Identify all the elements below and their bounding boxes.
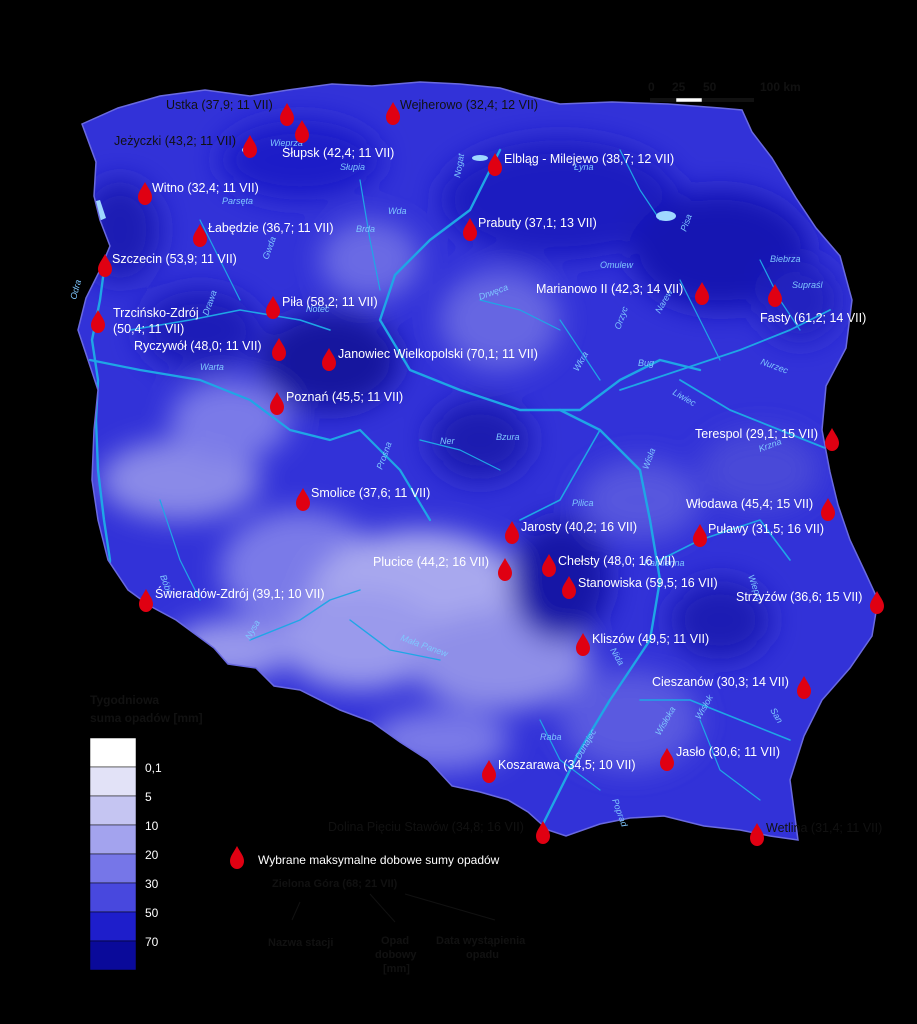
legend-swatch: [89, 911, 137, 942]
country-border: [77, 81, 879, 841]
station-label: Poznań (45,5; 11 VII): [286, 390, 403, 404]
station-label: (50,4; 11 VII): [113, 322, 184, 336]
station-label: Jeżyczki (43,2; 11 VII): [114, 134, 236, 148]
scale-label-50: 50: [703, 80, 717, 94]
legend-labels: 0,1 5 10 20 30 50 70: [145, 761, 162, 949]
station-label: Prabuty (37,1; 13 VII): [478, 216, 597, 230]
station-label: Dolina Pięciu Stawów (34,8; 16 VII): [328, 820, 524, 834]
station-label: Kliszów (49,5; 11 VII): [592, 632, 709, 646]
legend-example: Zielona Góra (68; 21 VII): [272, 878, 398, 890]
legend-title: suma opadów [mm]: [90, 711, 203, 725]
annotation-precip: [mm]: [383, 963, 410, 975]
precipitation-field: [80, 120, 840, 770]
legend-class-label: 10: [145, 819, 159, 833]
river-label: Parsęta: [222, 196, 253, 206]
station-label: Elbląg - Milejewo (38,7; 12 VII): [504, 152, 674, 166]
legend-swatches: [89, 737, 137, 971]
legend-swatch: [89, 940, 137, 971]
legend-swatch: [89, 853, 137, 884]
scale-segment: [650, 98, 676, 102]
legend-class-label: 5: [145, 790, 152, 804]
legend-title: Tygodniowa: [90, 693, 159, 707]
scale-label-25: 25: [672, 80, 686, 94]
river-label: Raba: [540, 732, 562, 742]
legend-swatch: [89, 795, 137, 826]
legend-class-label: 50: [145, 906, 159, 920]
station-label: Słupsk (42,4; 11 VII): [282, 146, 394, 160]
river-label: Wieprza: [270, 138, 303, 148]
station-label: Terespol (29,1; 15 VII): [695, 427, 818, 441]
station-label: Wejherowo (32,4; 12 VII): [400, 98, 538, 112]
river-label: Bug: [638, 358, 654, 368]
river-label: Bzura: [496, 432, 520, 442]
station-label: Plucice (44,2; 16 VII): [373, 555, 489, 569]
river-label: Ner: [440, 436, 456, 446]
legend-class-label: 20: [145, 848, 159, 862]
river-label: Pilica: [572, 498, 594, 508]
legend-class-label: 30: [145, 877, 159, 891]
station-label: Koszarawa (34,5; 10 VII): [498, 758, 636, 772]
river-label: Noteć: [306, 304, 330, 314]
annotation-date: opadu: [466, 949, 499, 961]
river-label: Nogat: [452, 152, 466, 178]
station-label: Witno (32,4; 11 VII): [152, 181, 259, 195]
station-label: Chełsty (48,0; 16 VII): [558, 554, 675, 568]
station-label: Jarosty (40,2; 16 VII): [521, 520, 637, 534]
annotation-date: Data wystąpienia: [436, 935, 526, 947]
scale-label-0: 0: [648, 80, 655, 94]
station-label: Ustka (37,9; 11 VII): [166, 98, 273, 112]
station-label: Cieszanów (30,3; 14 VII): [652, 675, 789, 689]
station-label: Szczecin (53,9; 11 VII): [112, 252, 237, 266]
legend-class-label: 0,1: [145, 761, 162, 775]
river-label: Warta: [200, 362, 224, 372]
station-label: Puławy (31,5; 16 VII): [708, 522, 824, 536]
scale-bar: 0 25 50 100 km: [648, 80, 801, 103]
station-label: Trzcińsko-Zdrój: [113, 306, 199, 320]
station-label: Strzyżów (36,6; 15 VII): [736, 590, 862, 604]
legend-marker-text: Wybrane maksymalne dobowe sumy opadów: [258, 853, 500, 867]
legend: Tygodniowa suma opadów [mm] 0,1 5 10 20 30 50…: [89, 693, 526, 975]
station-label: Jasło (30,6; 11 VII): [676, 745, 780, 759]
river-network: [88, 148, 846, 832]
station-label: Stanowiska (59,5; 16 VII): [578, 576, 718, 590]
river-label: Brda: [356, 224, 375, 234]
station-label: Wetlina (31,4; 11 VII): [766, 821, 882, 835]
river-label: Kamienna: [644, 558, 685, 568]
station-label: Łabędzie (36,7; 11 VII): [208, 221, 334, 235]
legend-swatch: [89, 766, 137, 797]
station-label: Włodawa (45,4; 15 VII): [686, 497, 813, 511]
station-label: Fasty (61,2; 14 VII): [760, 311, 866, 325]
station-label: Smolice (37,6; 11 VII): [311, 486, 430, 500]
scale-segment: [675, 97, 703, 103]
station-labels: Ustka (37,9; 11 VII) Wejherowo (32,4; 12…: [112, 98, 882, 835]
annotation-precip: Opad: [381, 935, 409, 947]
river-label: Słupia: [340, 162, 365, 172]
station-label: Ryczywół (48,0; 11 VII): [134, 339, 262, 353]
legend-class-label: 70: [145, 935, 159, 949]
river-label: Łyna: [574, 162, 594, 172]
annotation-station: Nazwa stacji: [268, 937, 333, 949]
station-label: Janowiec Wielkopolski (70,1; 11 VII): [338, 347, 538, 361]
river-label: Wda: [388, 206, 407, 216]
scale-label-100: 100 km: [760, 80, 801, 94]
station-label: Marianowo II (42,3; 14 VII): [536, 282, 683, 296]
river-label: Supraśl: [792, 280, 824, 290]
legend-swatch: [89, 882, 137, 913]
legend-annotation-lines: [291, 893, 496, 923]
river-label: Biebrza: [770, 254, 801, 264]
station-label: Świeradów-Zdrój (39,1; 10 VII): [155, 586, 325, 601]
poland-territory: [78, 82, 878, 840]
river-label: Omulew: [600, 260, 634, 270]
station-label: Piła (58,2; 11 VII): [282, 295, 378, 309]
annotation-precip: dobowy: [375, 949, 417, 961]
legend-swatch: [89, 737, 137, 768]
legend-swatch: [89, 824, 137, 855]
scale-segment: [702, 98, 754, 102]
